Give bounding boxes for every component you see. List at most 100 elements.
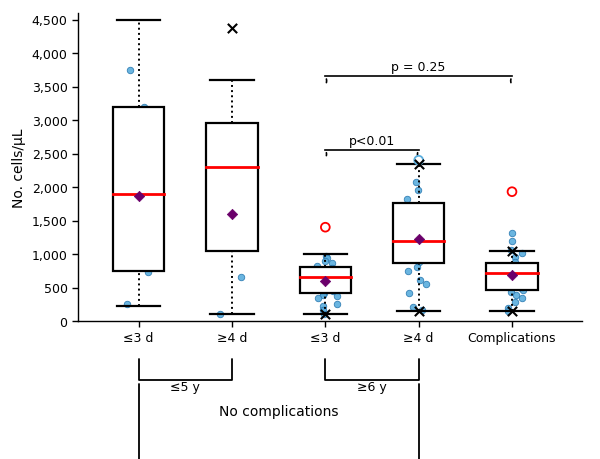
Point	[320, 278, 330, 285]
Point	[517, 250, 526, 257]
Point	[318, 289, 328, 296]
Point	[222, 208, 232, 215]
Point	[326, 278, 336, 285]
Point	[230, 211, 239, 218]
Point	[507, 272, 517, 280]
Point	[506, 289, 515, 296]
Point	[128, 107, 138, 114]
Point	[143, 269, 153, 276]
Point	[409, 237, 419, 245]
Point	[328, 275, 338, 283]
Point	[316, 280, 326, 288]
Text: p<0.01: p<0.01	[349, 134, 395, 147]
Point	[321, 253, 331, 260]
Point	[510, 253, 520, 261]
Text: ≥6 y: ≥6 y	[357, 380, 387, 393]
Text: p = 0.25: p = 0.25	[391, 61, 446, 74]
Point	[311, 269, 321, 276]
Bar	[487, 264, 538, 291]
Point	[322, 255, 331, 262]
Point	[414, 308, 424, 315]
Point	[317, 281, 326, 289]
Point	[325, 280, 335, 287]
Point	[415, 259, 424, 266]
Point	[511, 292, 521, 299]
Point	[421, 281, 431, 288]
Point	[313, 294, 322, 302]
Bar	[113, 107, 164, 271]
Point	[238, 189, 248, 196]
Point	[509, 275, 519, 283]
Point	[507, 247, 517, 255]
Point	[413, 187, 422, 195]
Point	[404, 202, 413, 210]
Point	[311, 268, 321, 275]
Point	[511, 280, 521, 287]
Point	[319, 302, 328, 309]
Point	[316, 271, 326, 278]
Point	[497, 274, 506, 281]
Point	[507, 189, 517, 196]
Point	[403, 230, 412, 237]
Bar	[393, 204, 445, 263]
Point	[419, 210, 429, 217]
Point	[407, 246, 416, 253]
Point	[332, 292, 342, 300]
Point	[332, 301, 341, 308]
Point	[320, 274, 329, 281]
Point	[320, 311, 329, 318]
Point	[506, 247, 516, 254]
Point	[125, 67, 135, 74]
Point	[503, 307, 512, 314]
Point	[318, 291, 328, 298]
Point	[507, 263, 517, 271]
Point	[510, 259, 520, 266]
Point	[140, 104, 149, 111]
Point	[414, 157, 424, 164]
Point	[325, 273, 334, 280]
Point	[320, 257, 330, 265]
Point	[511, 282, 520, 290]
Point	[507, 230, 517, 237]
Point	[327, 287, 337, 294]
Point	[236, 274, 245, 281]
Point	[403, 253, 413, 261]
Point	[313, 263, 322, 270]
Point	[320, 311, 330, 318]
Point	[320, 224, 330, 231]
Point	[328, 288, 338, 295]
Point	[144, 264, 154, 271]
Point	[510, 299, 520, 306]
Point	[309, 266, 319, 274]
Point	[507, 308, 517, 315]
Point	[134, 193, 143, 200]
Point	[517, 295, 527, 302]
Point	[418, 307, 427, 314]
Text: ≤5 y: ≤5 y	[170, 380, 200, 393]
Point	[332, 283, 342, 290]
Point	[414, 235, 424, 243]
Point	[508, 237, 517, 245]
Point	[327, 260, 337, 268]
Point	[323, 284, 333, 291]
Point	[503, 304, 512, 312]
Point	[496, 277, 505, 284]
Point	[404, 290, 414, 297]
Point	[500, 269, 510, 276]
Point	[506, 262, 515, 269]
Point	[412, 263, 421, 271]
Point	[215, 311, 225, 318]
Point	[411, 179, 421, 186]
Point	[403, 268, 413, 275]
Point	[518, 271, 527, 278]
Y-axis label: No. cells/μL: No. cells/μL	[12, 128, 26, 207]
Point	[414, 161, 424, 168]
Point	[403, 196, 412, 203]
Point	[517, 265, 526, 273]
Point	[316, 277, 325, 284]
Point	[417, 218, 427, 225]
Bar	[299, 268, 351, 293]
Point	[134, 190, 144, 198]
Point	[518, 286, 527, 294]
Point	[122, 300, 132, 308]
